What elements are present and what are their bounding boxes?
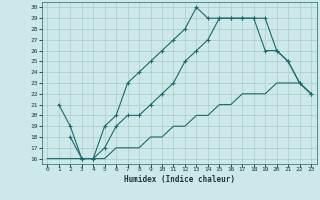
X-axis label: Humidex (Indice chaleur): Humidex (Indice chaleur) xyxy=(124,175,235,184)
